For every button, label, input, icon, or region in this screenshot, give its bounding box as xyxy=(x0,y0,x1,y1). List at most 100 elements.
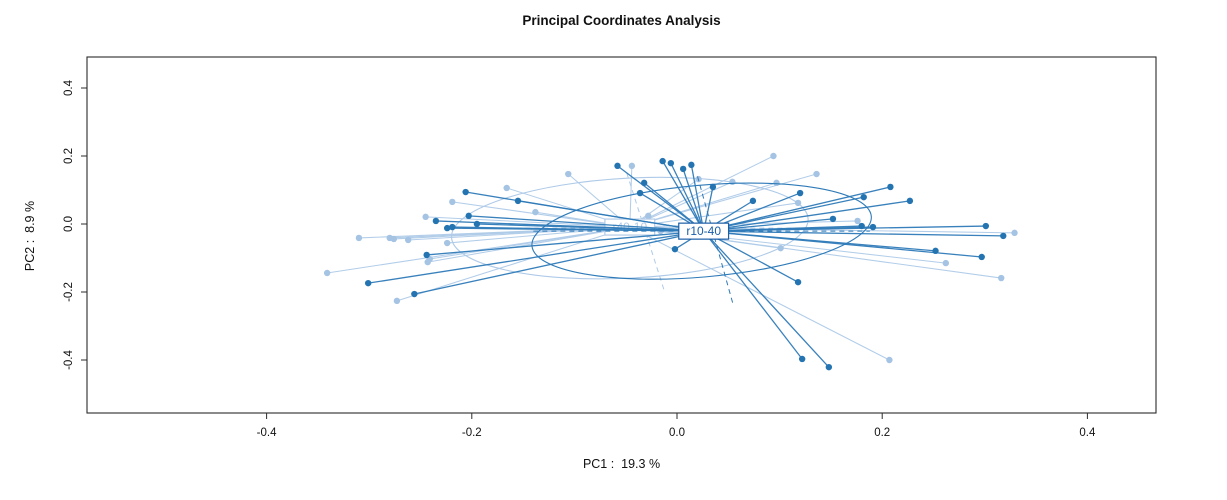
group-label-box-r10-40 xyxy=(678,222,730,240)
sample-point-r40-10 xyxy=(1011,229,1018,237)
sample-point-r40-10 xyxy=(770,152,777,160)
spider-line-r10-40 xyxy=(476,223,704,232)
spider-line-r10-40 xyxy=(703,230,1004,237)
sample-point-r10-40 xyxy=(858,222,865,230)
sample-point-r10-40 xyxy=(443,224,451,232)
sample-point-r10-40 xyxy=(432,217,440,225)
sample-point-r10-40 xyxy=(679,165,687,173)
spider-line-r10-40 xyxy=(682,168,705,232)
sample-point-r40-10 xyxy=(794,199,802,207)
spider-line-r10-40 xyxy=(517,200,704,232)
y-tick-label: -0.2 xyxy=(63,282,75,302)
sample-point-r40-10 xyxy=(390,235,398,243)
spider-line-r10-40 xyxy=(703,200,910,232)
x-tick-label: 0.2 xyxy=(874,427,890,439)
sample-point-r40-10 xyxy=(729,178,736,186)
sample-point-r10-40 xyxy=(671,245,679,253)
sample-point-r40-10 xyxy=(777,244,784,252)
sample-point-r40-10 xyxy=(942,259,950,267)
ellipse-axis-r40-10 xyxy=(626,172,666,293)
sample-point-r10-40 xyxy=(749,197,757,205)
sample-point-r10-40 xyxy=(869,223,877,231)
y-tick-label: 0.4 xyxy=(63,79,75,96)
sample-point-r40-10 xyxy=(886,356,893,364)
sample-point-r10-40 xyxy=(709,183,717,191)
sample-point-r10-40 xyxy=(514,197,522,205)
sample-point-r10-40 xyxy=(473,220,481,228)
sample-point-r40-10 xyxy=(449,198,456,206)
sample-point-r10-40 xyxy=(887,183,894,191)
spider-line-r10-40 xyxy=(670,162,705,232)
sample-point-r40-10 xyxy=(628,162,636,170)
spider-line-r10-40 xyxy=(703,186,891,232)
sample-point-r10-40 xyxy=(449,223,456,231)
y-tick-label: 0.0 xyxy=(63,216,75,232)
x-tick-label: -0.2 xyxy=(462,427,482,439)
spider-line-r40-10 xyxy=(629,226,890,361)
sample-point-r40-10 xyxy=(503,184,510,192)
sample-point-r10-40 xyxy=(423,251,430,259)
sample-point-r40-10 xyxy=(998,274,1005,282)
spider-line-r40-10 xyxy=(629,155,774,228)
sample-point-r10-40 xyxy=(636,189,644,197)
sample-point-r40-10 xyxy=(645,212,652,220)
spider-line-r10-40 xyxy=(426,230,704,256)
spider-line-r10-40 xyxy=(703,230,803,360)
sample-point-r10-40 xyxy=(796,189,804,197)
sample-point-r10-40 xyxy=(829,215,837,223)
x-tick-label: 0.4 xyxy=(1079,427,1096,439)
spider-line-r10-40 xyxy=(703,230,830,368)
sample-point-r40-10 xyxy=(532,208,539,216)
sample-point-r10-40 xyxy=(614,162,621,170)
spider-line-r40-10 xyxy=(567,173,631,228)
spider-line-r10-40 xyxy=(468,215,704,232)
spider-line-r10-40 xyxy=(414,230,704,295)
sample-point-r10-40 xyxy=(906,197,914,205)
sample-point-r40-10 xyxy=(443,239,451,247)
sample-point-r10-40 xyxy=(462,188,469,196)
sample-point-r10-40 xyxy=(978,253,985,261)
sample-point-r10-40 xyxy=(932,247,939,255)
sample-point-r10-40 xyxy=(667,159,675,167)
spider-line-r10-40 xyxy=(690,164,705,232)
sample-point-r10-40 xyxy=(411,290,418,298)
spider-line-r10-40 xyxy=(703,225,986,232)
sample-point-r40-10 xyxy=(422,213,429,221)
spider-line-r40-10 xyxy=(425,216,630,228)
y-tick-label: -0.4 xyxy=(63,349,75,369)
y-tick-label: 0.2 xyxy=(63,148,75,164)
ellipse-axis-r10-40 xyxy=(697,176,734,306)
sample-point-r10-40 xyxy=(825,363,833,371)
spider-line-r40-10 xyxy=(629,220,858,228)
y-axis-title: PC2 : 8.9 % xyxy=(23,200,37,272)
sample-point-r10-40 xyxy=(798,355,806,363)
sample-point-r10-40 xyxy=(465,212,472,220)
sample-point-r10-40 xyxy=(1000,232,1007,240)
sample-point-r10-40 xyxy=(364,279,372,287)
x-axis-title: PC1 : 19.3 % xyxy=(582,457,661,471)
sample-point-r10-40 xyxy=(982,222,990,230)
spider-line-r10-40 xyxy=(368,230,704,284)
sample-point-r10-40 xyxy=(640,179,648,187)
sample-point-r40-10 xyxy=(854,217,861,225)
x-tick-label: -0.4 xyxy=(257,427,277,439)
sample-point-r40-10 xyxy=(355,234,363,242)
group-centroid-label-r10-40: r10-40 xyxy=(686,224,721,238)
sample-point-r40-10 xyxy=(813,170,820,178)
plot-frame xyxy=(86,56,1157,414)
sample-point-r10-40 xyxy=(688,161,695,169)
sample-point-r10-40 xyxy=(794,278,802,286)
spider-line-r40-10 xyxy=(429,226,630,260)
chart-title: Principal Coordinates Analysis xyxy=(522,13,721,28)
sample-point-r40-10 xyxy=(404,236,412,244)
sample-point-r10-40 xyxy=(659,157,666,165)
sample-point-r40-10 xyxy=(393,297,401,305)
spider-line-r40-10 xyxy=(396,226,630,302)
x-tick-label: 0.0 xyxy=(669,427,685,439)
sample-point-r40-10 xyxy=(323,269,331,277)
sample-point-r40-10 xyxy=(565,170,572,178)
sample-point-r10-40 xyxy=(860,193,867,201)
spider-line-r10-40 xyxy=(662,160,705,232)
